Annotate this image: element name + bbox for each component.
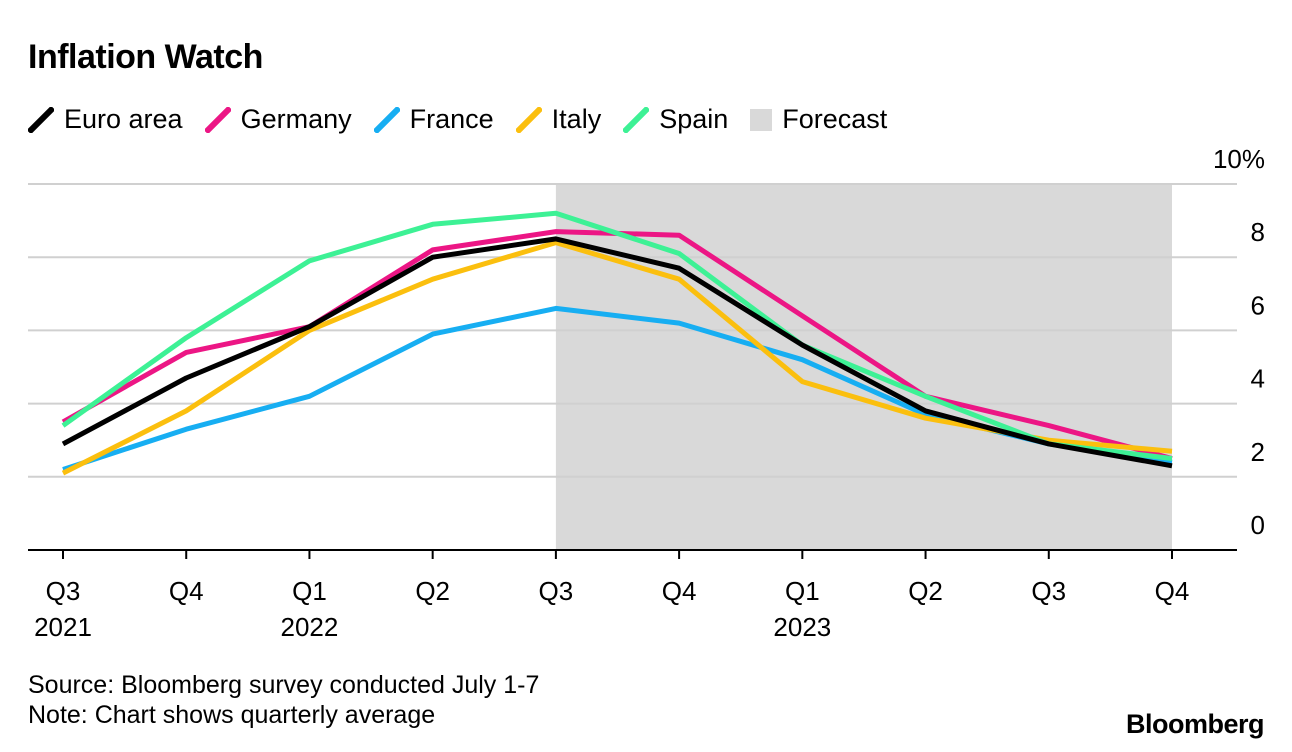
x-tick-label: Q3	[539, 576, 574, 606]
series-line-spain	[61, 210, 1173, 461]
x-tick-label: Q2	[415, 576, 450, 606]
legend-item-italy: Italy	[515, 104, 602, 135]
legend-item-spain: Spain	[623, 104, 728, 135]
line-chart: 0 2 4 6 8 10% Q3 2021 Q4 Q1 2022 Q2 Q3 Q4 Q1 2023 Q2 Q3 Q4	[28, 144, 1265, 642]
y-tick-label: 2	[1251, 437, 1265, 467]
legend-item-euro-area: Euro area	[28, 104, 183, 135]
x-tick-label: Q1	[292, 576, 327, 606]
legend-label: Forecast	[782, 104, 888, 134]
y-tick-label: 4	[1251, 364, 1265, 394]
chart-footer: Source: Bloomberg survey conducted July …	[28, 670, 539, 730]
x-tick-label: Q3	[46, 576, 81, 606]
x-year-label: 2021	[34, 612, 92, 642]
legend-label: Germany	[240, 104, 352, 134]
x-tick-label: Q4	[169, 576, 204, 606]
chart-title: Inflation Watch	[28, 38, 263, 76]
legend: Euro area Germany France Italy Spain For…	[28, 104, 909, 135]
forecast-region	[555, 184, 1172, 550]
legend-label: Spain	[659, 104, 729, 134]
x-year-label: 2023	[773, 612, 831, 642]
legend-label: France	[409, 104, 494, 134]
x-tick-label: Q4	[1155, 576, 1190, 606]
y-tick-label: 8	[1251, 217, 1265, 247]
y-tick-label: 6	[1251, 290, 1265, 320]
legend-item-forecast: Forecast	[750, 104, 887, 135]
bloomberg-logo: Bloomberg	[1125, 709, 1265, 739]
legend-line-icon	[515, 106, 542, 133]
legend-item-france: France	[373, 104, 494, 135]
footnote: Note: Chart shows quarterly average	[28, 701, 436, 729]
legend-label: Euro area	[64, 104, 183, 134]
legend-line-icon	[623, 106, 650, 133]
legend-item-germany: Germany	[204, 104, 352, 135]
x-tick-label: Q2	[908, 576, 943, 606]
legend-line-icon	[373, 106, 400, 133]
legend-label: Italy	[551, 104, 602, 134]
source-note: Source: Bloomberg survey conducted July …	[28, 671, 540, 699]
y-tick-label: 10%	[1213, 144, 1265, 174]
x-tick-label: Q4	[662, 576, 697, 606]
series-line-euro-area	[61, 236, 1173, 469]
x-tick-label: Q3	[1031, 576, 1066, 606]
y-tick-label: 0	[1251, 510, 1265, 540]
x-year-label: 2022	[281, 612, 339, 642]
x-tick-label: Q1	[785, 576, 820, 606]
legend-line-icon	[28, 106, 54, 133]
forecast-swatch	[750, 108, 773, 131]
legend-line-icon	[204, 106, 231, 133]
